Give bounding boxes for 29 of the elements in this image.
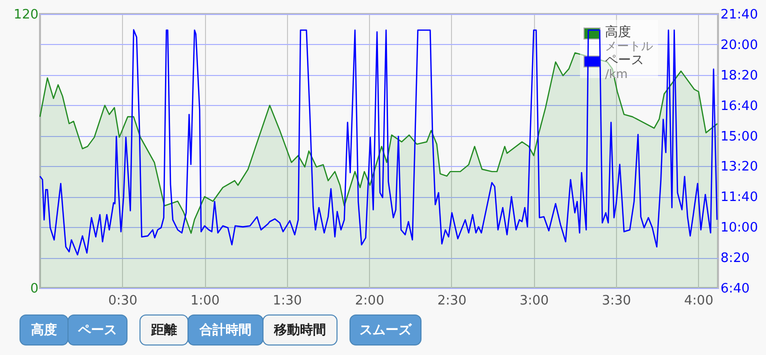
x-tick-label: 2:00 [355,294,384,308]
y2-tick-label: 15:00 [720,129,758,144]
legend-label: 高度 [605,24,631,40]
x-tick-label: 3:00 [520,294,549,308]
y2-tick-label: 11:40 [720,190,758,206]
x-tick-label: 0:30 [108,294,138,308]
legend-label: ペース [605,53,644,68]
text: 高度 [31,322,57,338]
y2-tick-label: 18:20 [720,68,758,84]
text: 距離 [150,323,177,338]
y2-tick-label: 20:00 [720,38,758,53]
y-tick-label: 120 [14,8,38,22]
text: 移動時間 [273,323,326,338]
x-tick-label: 3:30 [602,294,632,308]
x-tick-label: 4:00 [684,294,714,308]
y-tick-label: 0 [30,282,38,296]
x-tick-label: 1:30 [272,294,302,308]
y2-tick-label: 16:40 [720,98,758,114]
text: ペース [77,323,117,338]
text: 合計時間 [198,322,252,338]
x-tick-label: 1:00 [190,294,220,308]
y2-tick-label: 21:40 [720,8,758,22]
y2-tick-label: 10:00 [720,220,758,236]
y2-tick-label: 13:20 [720,160,758,175]
y2-tick-label: 6:40 [720,282,750,296]
y2-tick-label: 8:20 [720,251,750,266]
x-tick-label: 2:30 [437,294,467,308]
text: スムーズ [360,323,412,338]
annotation: メートル [605,39,653,53]
